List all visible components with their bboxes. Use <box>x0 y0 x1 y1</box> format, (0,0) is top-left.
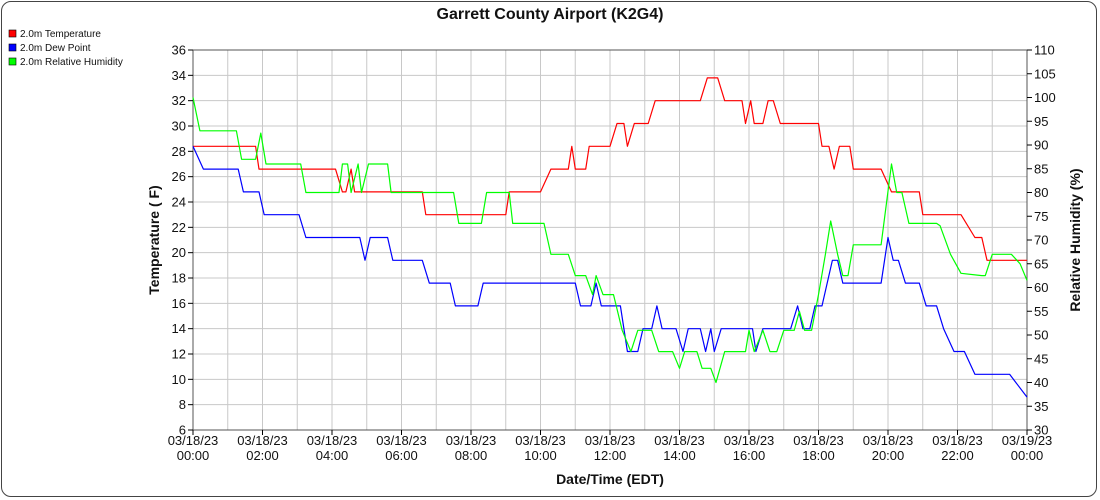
left-axis-label: Temperature ( F) <box>146 185 162 294</box>
x-tick-label: 03/19/23 00:00 <box>1002 433 1053 463</box>
x-tick-time: 10:00 <box>524 448 557 463</box>
x-tick-label: 03/18/23 10:00 <box>515 433 566 463</box>
x-tick-time: 22:00 <box>941 448 974 463</box>
left-tick-label: 36 <box>172 43 186 58</box>
x-tick-time: 16:00 <box>733 448 766 463</box>
legend-label: 2.0m Relative Humidity <box>20 57 123 68</box>
x-tick-date: 03/18/23 <box>654 433 705 448</box>
left-tick-label: 16 <box>172 296 186 311</box>
legend-swatch <box>8 43 17 52</box>
x-tick-time: 12:00 <box>594 448 627 463</box>
left-axis-ticks: 6 8 10 12 14 16 18 20 22 24 26 28 30 32 34 36 <box>172 43 193 438</box>
x-tick-label: 03/18/23 20:00 <box>863 433 914 463</box>
x-tick-label: 03/18/23 22:00 <box>932 433 983 463</box>
x-tick-date: 03/18/23 <box>585 433 636 448</box>
left-tick-label: 28 <box>172 144 186 159</box>
x-tick-label: 03/18/23 12:00 <box>585 433 636 463</box>
x-tick-date: 03/18/23 <box>446 433 497 448</box>
left-tick-label: 26 <box>172 169 186 184</box>
x-tick-date: 03/18/23 <box>168 433 219 448</box>
left-tick-label: 14 <box>172 321 186 336</box>
right-tick-label: 95 <box>1034 114 1048 129</box>
right-tick-label: 75 <box>1034 209 1048 224</box>
right-tick-label: 90 <box>1034 138 1048 153</box>
x-tick-time: 20:00 <box>872 448 905 463</box>
legend: 2.0m Temperature 2.0m Dew Point 2.0m Relat… <box>8 29 123 68</box>
x-tick-time: 00:00 <box>1011 448 1044 463</box>
x-tick-label: 03/18/23 18:00 <box>793 433 844 463</box>
right-tick-label: 65 <box>1034 256 1048 271</box>
x-tick-time: 00:00 <box>177 448 210 463</box>
right-tick-label: 30 <box>1034 423 1048 438</box>
x-axis-label: Date/Time (EDT) <box>556 471 664 487</box>
series-line-2 <box>192 146 1028 398</box>
right-tick-label: 105 <box>1034 66 1056 81</box>
x-tick-label: 03/18/23 16:00 <box>724 433 775 463</box>
right-tick-label: 85 <box>1034 161 1048 176</box>
left-tick-label: 30 <box>172 119 186 134</box>
right-tick-label: 110 <box>1034 43 1055 58</box>
left-tick-label: 12 <box>172 347 186 362</box>
left-tick-label: 20 <box>172 245 186 260</box>
left-tick-label: 10 <box>172 372 186 387</box>
right-tick-label: 55 <box>1034 304 1048 319</box>
right-axis-label: Relative Humidity (%) <box>1067 168 1083 311</box>
x-tick-label: 03/18/23 14:00 <box>654 433 705 463</box>
grid <box>192 49 1028 431</box>
x-tick-label: 03/18/23 06:00 <box>376 433 427 463</box>
legend-label: 2.0m Dew Point <box>20 43 91 54</box>
x-tick-date: 03/18/23 <box>307 433 358 448</box>
left-tick-label: 34 <box>172 68 186 83</box>
x-tick-date: 03/18/23 <box>863 433 914 448</box>
x-tick-date: 03/18/23 <box>724 433 775 448</box>
x-tick-date: 03/18/23 <box>793 433 844 448</box>
right-tick-label: 35 <box>1034 399 1048 414</box>
x-tick-date: 03/18/23 <box>515 433 566 448</box>
x-tick-date: 03/18/23 <box>237 433 288 448</box>
x-tick-label: 03/18/23 00:00 <box>168 433 219 463</box>
right-tick-label: 100 <box>1034 90 1056 105</box>
right-tick-label: 50 <box>1034 328 1048 343</box>
right-tick-label: 45 <box>1034 351 1048 366</box>
right-tick-label: 40 <box>1034 375 1048 390</box>
x-tick-time: 14:00 <box>663 448 696 463</box>
left-tick-label: 8 <box>179 397 186 412</box>
x-tick-label: 03/18/23 08:00 <box>446 433 497 463</box>
left-tick-label: 24 <box>172 195 186 210</box>
series-line-1 <box>193 77 1027 261</box>
x-tick-time: 02:00 <box>246 448 279 463</box>
x-tick-date: 03/18/23 <box>932 433 983 448</box>
chart-title: Garrett County Airport (K2G4) <box>437 6 664 23</box>
series-line-3 <box>192 97 1028 384</box>
x-tick-label: 03/18/23 04:00 <box>307 433 358 463</box>
right-tick-label: 60 <box>1034 280 1048 295</box>
legend-label: 2.0m Temperature <box>20 29 101 40</box>
right-axis-ticks: 30 35 40 45 50 55 60 65 70 75 80 85 90 95 100 105 110 <box>1027 43 1056 438</box>
legend-swatch <box>8 29 17 38</box>
left-tick-label: 18 <box>172 271 186 286</box>
left-tick-label: 6 <box>179 423 186 438</box>
x-tick-label: 03/18/23 02:00 <box>237 433 288 463</box>
right-tick-label: 70 <box>1034 233 1048 248</box>
x-tick-date: 03/19/23 <box>1002 433 1053 448</box>
x-tick-date: 03/18/23 <box>376 433 427 448</box>
x-tick-time: 18:00 <box>802 448 835 463</box>
legend-swatch <box>8 57 17 66</box>
left-tick-label: 32 <box>172 93 186 108</box>
x-tick-time: 04:00 <box>316 448 349 463</box>
x-tick-time: 08:00 <box>455 448 488 463</box>
x-tick-time: 06:00 <box>385 448 418 463</box>
series-lines <box>192 77 1028 398</box>
right-tick-label: 80 <box>1034 185 1048 200</box>
left-tick-label: 22 <box>172 220 186 235</box>
